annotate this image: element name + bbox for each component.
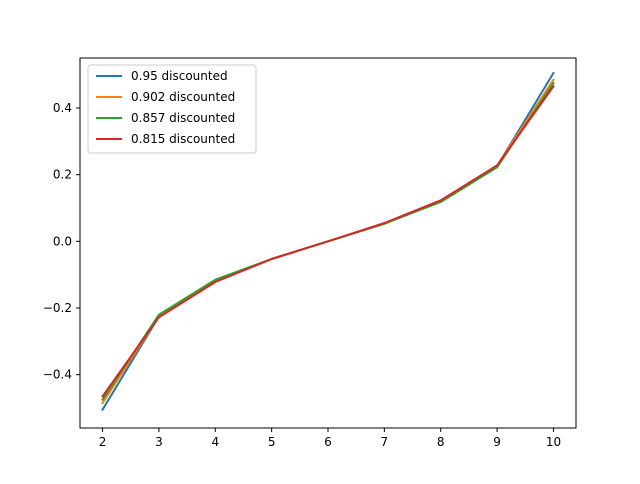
y-tick-label: 0.2 xyxy=(53,168,72,182)
y-tick-label: 0.0 xyxy=(53,234,72,248)
legend-label-2: 0.857 discounted xyxy=(131,111,235,125)
x-tick-label: 10 xyxy=(546,435,561,449)
legend-label-1: 0.902 discounted xyxy=(131,90,235,104)
y-axis: −0.4 −0.2 0.0 0.2 0.4 xyxy=(43,101,80,382)
y-tick-label: 0.4 xyxy=(53,101,72,115)
x-tick-label: 7 xyxy=(381,435,389,449)
x-axis: 2 3 4 5 6 7 8 9 10 xyxy=(99,428,561,449)
legend-label-3: 0.815 discounted xyxy=(131,132,235,146)
x-tick-label: 6 xyxy=(324,435,332,449)
x-tick-label: 2 xyxy=(99,435,107,449)
x-tick-label: 5 xyxy=(268,435,276,449)
y-tick-label: −0.2 xyxy=(43,301,72,315)
legend-box xyxy=(87,64,257,154)
x-tick-label: 8 xyxy=(437,435,445,449)
x-tick-label: 9 xyxy=(493,435,501,449)
legend: 0.95 discounted 0.902 discounted 0.857 dis… xyxy=(87,64,257,154)
x-tick-label: 4 xyxy=(211,435,219,449)
y-tick-label: −0.4 xyxy=(43,368,72,382)
legend-label-0: 0.95 discounted xyxy=(131,69,228,83)
x-tick-label: 3 xyxy=(155,435,163,449)
series-group xyxy=(101,71,555,412)
series-line-3 xyxy=(101,84,555,398)
